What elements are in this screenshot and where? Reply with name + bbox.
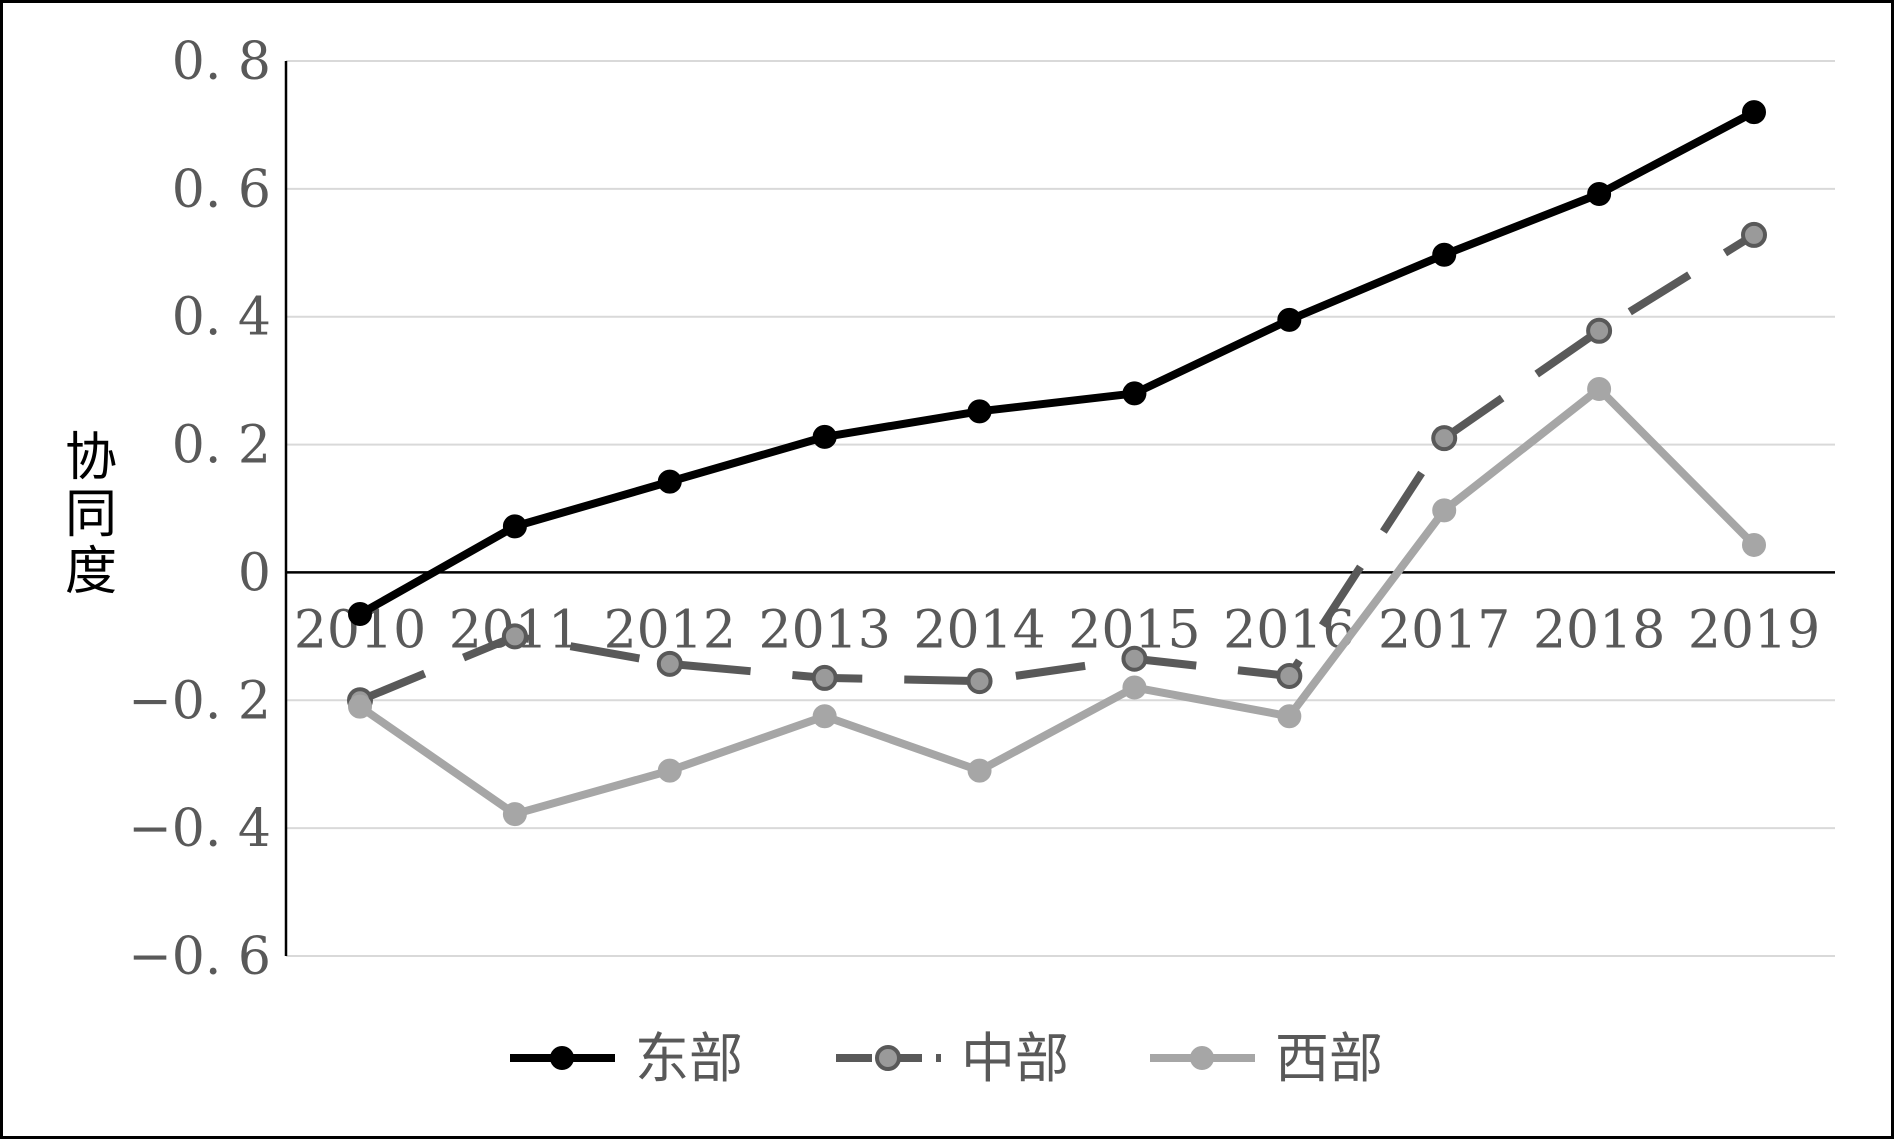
data-point: [811, 664, 838, 691]
data-point: [1276, 662, 1303, 689]
data-point: [657, 758, 682, 783]
series-lines: [347, 100, 1767, 827]
x-category-label: 2014: [913, 600, 1045, 660]
legend-item: 东部: [510, 1027, 743, 1090]
y-tick-label: −0. 2: [128, 671, 271, 731]
data-point: [967, 758, 992, 783]
data-point: [1121, 645, 1148, 672]
y-tick-label: −0. 4: [128, 799, 271, 859]
legend-item: 中部: [836, 1027, 1069, 1090]
y-axis-label: 协同度: [65, 428, 117, 602]
data-point: [1586, 317, 1613, 344]
legend-swatch-marker: [875, 1045, 901, 1071]
data-point: [348, 601, 372, 626]
data-point: [1277, 307, 1302, 332]
y-axis-label-char: 协: [65, 428, 117, 488]
data-point: [1741, 221, 1767, 248]
legend-label: 西部: [1275, 1027, 1383, 1090]
line-chart: 0. 80. 60. 40. 20−0. 2−0. 4−0. 6 2010 201…: [65, 32, 1835, 1090]
x-category-label: 2012: [604, 600, 736, 660]
legend-label: 中部: [961, 1027, 1069, 1090]
data-point: [656, 650, 683, 677]
data-point: [1431, 425, 1458, 452]
data-point: [966, 668, 993, 695]
x-category-label: 2019: [1688, 600, 1820, 660]
series-line: [358, 231, 1757, 704]
data-point: [502, 802, 527, 827]
y-axis-label-char: 度: [65, 542, 117, 602]
series-line: [357, 384, 1757, 819]
y-tick-label: 0. 2: [172, 416, 271, 476]
axes: [284, 61, 1835, 956]
y-tick-label: 0. 6: [172, 160, 271, 220]
x-category-label: 2017: [1378, 600, 1510, 660]
y-axis-label-char: 同: [65, 485, 117, 545]
data-point: [502, 514, 527, 539]
y-tick-label: −0. 6: [128, 927, 271, 987]
data-point: [812, 704, 837, 729]
legend-swatch-marker: [1190, 1046, 1214, 1070]
data-point: [1122, 675, 1147, 700]
series-2: [347, 221, 1767, 714]
data-point: [1587, 376, 1612, 401]
data-point: [1122, 381, 1147, 406]
data-point: [501, 623, 528, 650]
data-point: [1587, 181, 1612, 206]
legend: 东部 中部 西部: [510, 1027, 1383, 1090]
data-point: [1742, 100, 1766, 125]
data-point: [1432, 242, 1457, 267]
data-point: [1277, 704, 1302, 729]
data-point: [812, 424, 837, 449]
y-tick-label: 0: [238, 543, 271, 603]
legend-label: 东部: [635, 1027, 743, 1090]
data-point: [348, 694, 372, 719]
data-point: [1742, 532, 1766, 557]
series-line: [358, 108, 1756, 618]
y-tick-label: 0. 8: [172, 32, 271, 92]
y-tick-label: 0. 4: [172, 288, 271, 348]
x-category-label: 2013: [758, 600, 890, 660]
data-point: [657, 469, 682, 494]
legend-swatch-marker: [550, 1046, 574, 1070]
y-tick-labels: 0. 8 0. 6 0. 4 0. 2 0 −0. 2 −0. 4 −0. 6: [128, 32, 271, 987]
legend-item: 西部: [1150, 1027, 1383, 1090]
data-point: [1432, 498, 1457, 523]
data-point: [967, 399, 992, 424]
gridlines: [286, 60, 1835, 957]
series-1: [348, 100, 1766, 626]
series-3: [348, 376, 1766, 827]
x-category-label: 2018: [1533, 600, 1665, 660]
